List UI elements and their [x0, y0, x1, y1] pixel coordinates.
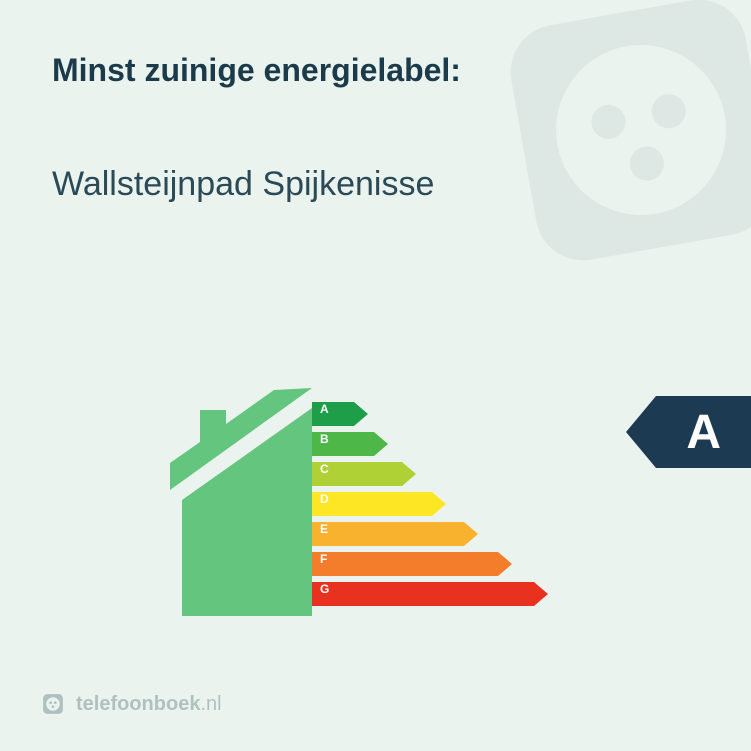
- energy-bar-letter: A: [320, 402, 329, 416]
- energy-bar-arrow: [534, 582, 548, 606]
- energy-bar-letter: G: [320, 582, 329, 596]
- energy-bar-body: [312, 402, 354, 426]
- energy-bar-arrow: [374, 432, 388, 456]
- energy-bar-body: [312, 552, 498, 576]
- footer-brand-bold: telefoonboek: [76, 693, 200, 715]
- phonebook-icon: [40, 691, 66, 717]
- energy-bar-arrow: [402, 462, 416, 486]
- rating-badge: A: [656, 396, 751, 468]
- energy-bar-arrow: [498, 552, 512, 576]
- energy-label-graphic: A B C D E F G: [170, 388, 550, 638]
- location-subtitle: Wallsteijnpad Spijkenisse: [52, 165, 434, 204]
- rating-badge-letter: A: [686, 405, 721, 460]
- energy-bar-body: [312, 522, 464, 546]
- energy-bar-letter: B: [320, 432, 329, 446]
- energy-bar-body: [312, 582, 534, 606]
- page-title: Minst zuinige energielabel:: [52, 52, 461, 89]
- footer-brand: telefoonboek.nl: [40, 691, 222, 717]
- energy-bar-letter: F: [320, 552, 327, 566]
- energy-bar-arrow: [354, 402, 368, 426]
- footer-text: telefoonboek.nl: [76, 693, 222, 716]
- energy-bar-body: [312, 492, 432, 516]
- energy-bar-letter: C: [320, 462, 329, 476]
- footer-brand-light: .nl: [200, 693, 221, 715]
- energy-bar-letter: D: [320, 492, 329, 506]
- energy-bar-arrow: [464, 522, 478, 546]
- house-icon: [170, 388, 312, 618]
- energy-bar-letter: E: [320, 522, 328, 536]
- watermark-icon: [444, 0, 751, 327]
- energy-bar-arrow: [432, 492, 446, 516]
